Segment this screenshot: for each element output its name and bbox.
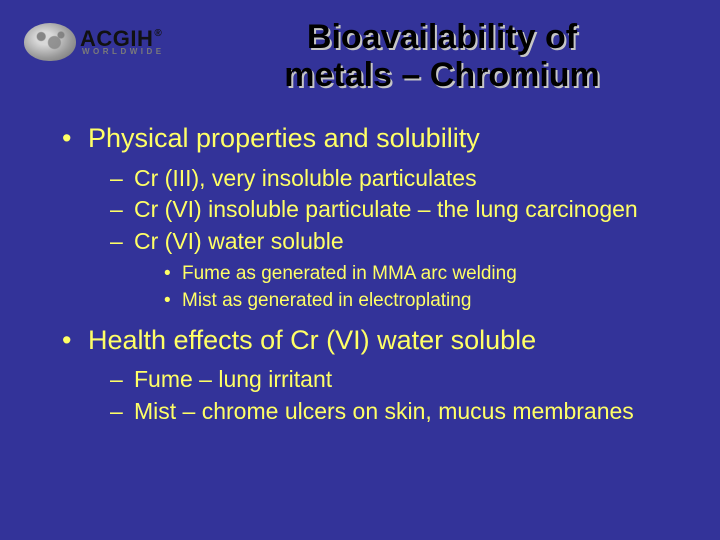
bullet-sublist: Fume – lung irritant Mist – chrome ulcer… — [110, 365, 684, 426]
slide: ACGIH® WORLDWIDE Bioavailability of meta… — [0, 0, 720, 540]
bullet-subsublist: Fume as generated in MMA arc welding Mis… — [164, 262, 684, 313]
list-item: Physical properties and solubility Cr (I… — [60, 122, 684, 313]
bullet-text: Fume – lung irritant — [134, 366, 332, 392]
list-item: Health effects of Cr (VI) water soluble … — [60, 324, 684, 427]
list-item: Cr (VI) water soluble Fume as generated … — [110, 227, 684, 314]
bullet-text: Fume as generated in MMA arc welding — [182, 263, 517, 284]
title-line-1: Bioavailability of — [307, 18, 577, 56]
bullet-text: Cr (VI) water soluble — [134, 228, 344, 254]
bullet-text: Mist – chrome ulcers on skin, mucus memb… — [134, 398, 634, 424]
bullet-text: Cr (III), very insoluble particulates — [134, 165, 477, 191]
list-item: Fume – lung irritant — [110, 365, 684, 394]
logo-reg: ® — [154, 28, 162, 39]
bullet-text: Physical properties and solubility — [88, 123, 480, 153]
list-item: Cr (III), very insoluble particulates — [110, 164, 684, 193]
logo-text: ACGIH® WORLDWIDE — [80, 28, 165, 56]
acgih-logo: ACGIH® WORLDWIDE — [24, 18, 186, 66]
logo-subtext: WORLDWIDE — [82, 48, 165, 56]
list-item: Cr (VI) insoluble particulate – the lung… — [110, 195, 684, 224]
bullet-sublist: Cr (III), very insoluble particulates Cr… — [110, 164, 684, 314]
bullet-text: Mist as generated in electroplating — [182, 290, 471, 311]
list-item: Mist as generated in electroplating — [164, 289, 684, 314]
slide-title: Bioavailability of metals – Chromium — [200, 18, 684, 94]
list-item: Fume as generated in MMA arc welding — [164, 262, 684, 287]
bullet-list: Physical properties and solubility Cr (I… — [60, 122, 684, 426]
bullet-text: Health effects of Cr (VI) water soluble — [88, 325, 536, 355]
bullet-text: Cr (VI) insoluble particulate – the lung… — [134, 196, 638, 222]
globe-icon — [24, 23, 76, 61]
list-item: Mist – chrome ulcers on skin, mucus memb… — [110, 397, 684, 426]
title-line-2: metals – Chromium — [284, 56, 600, 94]
